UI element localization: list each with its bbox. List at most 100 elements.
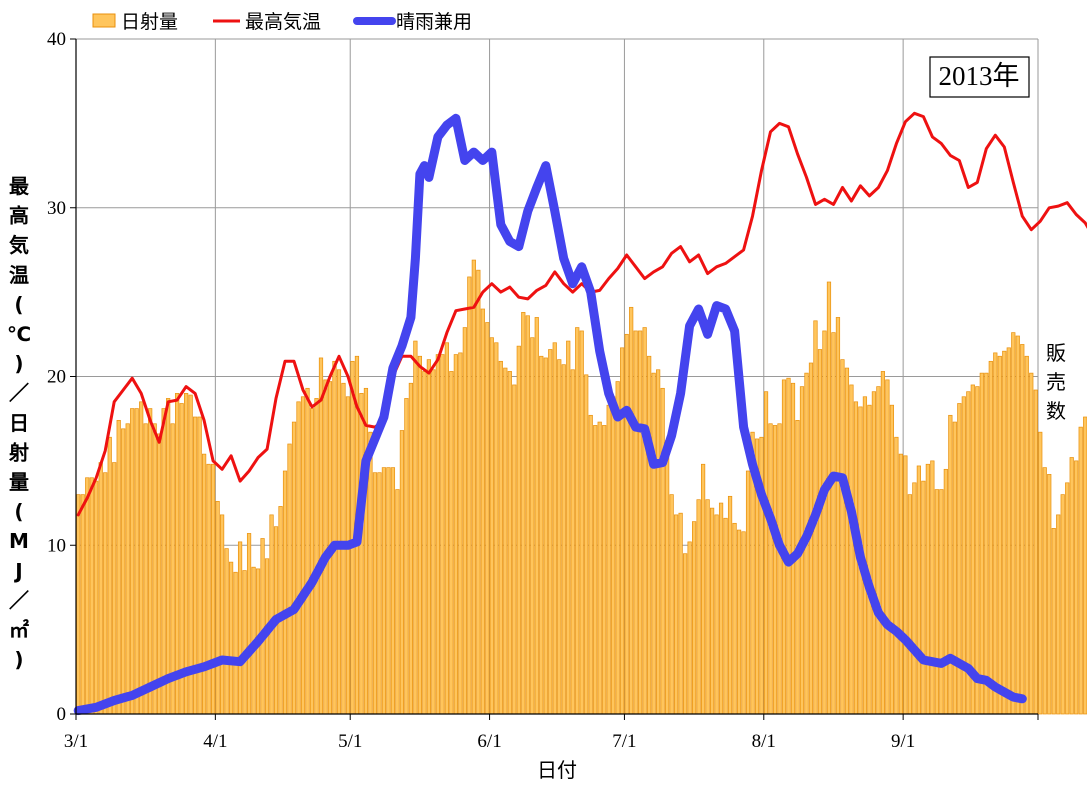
solar-bar <box>674 514 679 715</box>
solar-bar <box>948 414 953 715</box>
solar-bar <box>575 327 580 715</box>
solar-bar <box>184 393 189 715</box>
solar-bar <box>530 337 535 715</box>
solar-bar <box>669 494 674 715</box>
solar-bar <box>1024 355 1029 715</box>
solar-bar <box>287 443 292 715</box>
solar-bar <box>507 371 512 715</box>
solar-bar <box>395 489 400 715</box>
solar-bar <box>840 359 845 715</box>
solar-bar <box>148 408 153 715</box>
solar-bar <box>993 352 998 715</box>
solar-bar <box>736 529 742 715</box>
solar-bar <box>687 541 692 715</box>
solar-bar <box>683 553 688 715</box>
solar-bar <box>629 306 634 715</box>
solar-bar <box>175 393 180 715</box>
x-tick-label: 9/1 <box>891 731 915 752</box>
solar-bar <box>291 421 297 715</box>
solar-bar <box>907 494 912 715</box>
solar-bar <box>633 330 638 715</box>
solar-bar <box>602 425 607 715</box>
solar-bar <box>404 398 409 715</box>
solar-bar <box>534 317 539 715</box>
solar-bar <box>453 354 458 715</box>
solar-bar <box>296 401 301 715</box>
solar-bar <box>471 259 476 715</box>
solar-bar <box>98 462 103 715</box>
solar-bar <box>880 371 886 715</box>
solar-bar <box>211 463 216 715</box>
solar-bar <box>1060 494 1065 715</box>
solar-bar <box>143 423 148 715</box>
solar-bar <box>112 462 117 715</box>
solar-bar <box>1047 474 1052 715</box>
solar-bar <box>408 382 414 715</box>
solar-bar <box>611 396 616 715</box>
solar-bar <box>345 396 351 715</box>
legend-label-sales: 晴雨兼用 <box>396 11 472 33</box>
solar-bar <box>867 404 872 715</box>
solar-bar <box>219 514 225 715</box>
solar-bar <box>615 381 620 715</box>
solar-bar <box>435 354 440 715</box>
solar-bar <box>593 425 598 715</box>
solar-bar <box>170 423 175 715</box>
solar-bar <box>431 369 436 715</box>
solar-bar <box>103 472 108 715</box>
solar-bar <box>732 522 737 715</box>
solar-bar <box>822 330 827 715</box>
year-box: 2013年 <box>929 56 1030 98</box>
solar-bar <box>76 494 81 715</box>
solar-bar <box>795 420 800 715</box>
solar-bar <box>246 533 252 715</box>
solar-bar <box>665 440 670 715</box>
solar-bar <box>444 342 449 715</box>
solar-bar <box>678 512 683 715</box>
solar-bar <box>930 460 935 715</box>
solar-bar <box>260 538 265 715</box>
solar-bar <box>359 393 364 715</box>
solar-bar <box>1038 431 1043 715</box>
solar-bar <box>332 360 337 715</box>
solar-bar <box>80 494 85 715</box>
max-temperature-line <box>76 111 1087 517</box>
solar-bar <box>552 342 557 715</box>
solar-bar <box>934 489 939 715</box>
solar-bar <box>282 470 288 715</box>
solar-bar <box>480 308 485 715</box>
solar-bar <box>381 467 387 715</box>
solar-bar <box>826 281 832 715</box>
legend-swatch-solar <box>92 13 116 28</box>
solar-bar <box>121 428 126 715</box>
solar-bar <box>1083 416 1087 715</box>
solar-bar <box>206 463 211 715</box>
solar-bar <box>309 408 315 715</box>
y-tick-label: 0 <box>57 704 67 725</box>
solar-bar <box>1033 389 1038 715</box>
solar-bar <box>696 499 701 715</box>
solar-bar <box>503 367 508 715</box>
solar-bar <box>237 541 243 715</box>
solar-bar <box>566 340 571 715</box>
solar-bar <box>979 372 984 715</box>
solar-bar <box>242 570 247 715</box>
y-tick-label: 40 <box>47 29 66 50</box>
umbrella-sales-line <box>73 113 1027 716</box>
y-axis-ticks: 0 10 20 30 40 <box>47 29 76 725</box>
x-tick-label: 6/1 <box>477 731 501 752</box>
solar-bar <box>1020 344 1025 715</box>
solar-bar <box>1042 467 1047 715</box>
solar-bar <box>584 374 589 715</box>
solar-bar <box>440 354 445 715</box>
solar-bar <box>835 317 841 715</box>
solar-bar <box>894 436 899 715</box>
solar-bar <box>116 420 121 715</box>
solar-bar <box>786 377 791 715</box>
solar-bar <box>624 333 629 715</box>
solar-bar <box>516 345 521 715</box>
solar-bar <box>462 327 467 715</box>
solar-bar <box>943 468 948 715</box>
solar-bar <box>139 401 144 715</box>
